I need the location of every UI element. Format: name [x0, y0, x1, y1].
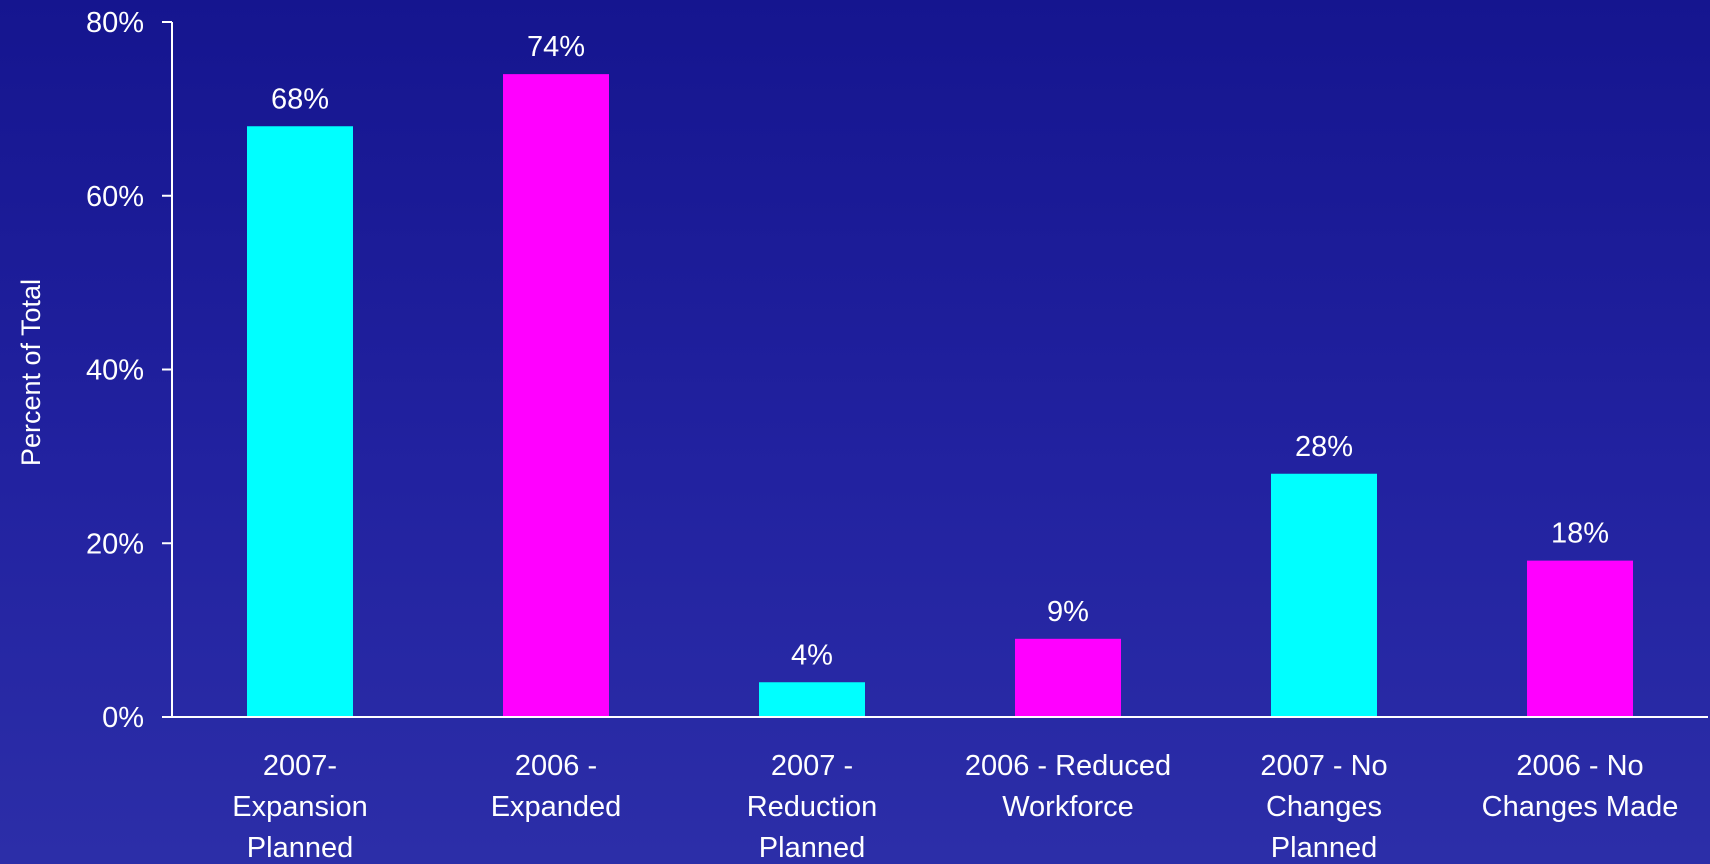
category-label: Planned	[759, 832, 865, 864]
data-label: 28%	[1295, 431, 1353, 463]
bars	[247, 74, 1633, 717]
bar	[759, 682, 865, 717]
y-axis-ticks: 0% 20% 40% 60% 80%	[86, 7, 172, 734]
y-tick-label: 20%	[86, 528, 144, 560]
category-label: 2007 -	[771, 750, 853, 782]
category-label: Reduction	[747, 791, 878, 823]
bar	[503, 74, 609, 717]
category-label: Workforce	[1002, 791, 1134, 823]
category-label: 2006 -	[515, 750, 597, 782]
data-labels: 68% 74% 4% 9% 28% 18%	[271, 31, 1609, 671]
data-label: 68%	[271, 83, 329, 115]
category-label: Expanded	[491, 791, 622, 823]
data-label: 74%	[527, 31, 585, 63]
data-label: 4%	[791, 639, 833, 671]
axes	[162, 22, 1708, 718]
y-tick-label: 60%	[86, 181, 144, 213]
bar	[1015, 638, 1121, 717]
bar	[1527, 560, 1633, 717]
category-label: Planned	[1271, 832, 1377, 864]
bar	[247, 126, 353, 717]
data-label: 9%	[1047, 596, 1089, 628]
category-label: Changes Made	[1482, 791, 1679, 823]
y-tick-label: 0%	[102, 702, 144, 734]
y-axis-title: Percent of Total	[16, 279, 46, 466]
category-labels: 2007- Expansion Planned 2006 - Expanded 2007 …	[232, 750, 1678, 864]
y-tick-label: 40%	[86, 355, 144, 387]
category-label: 2006 - Reduced	[965, 750, 1171, 782]
y-axis-title-group: Percent of Total	[16, 279, 46, 466]
category-label: 2007 - No	[1260, 750, 1387, 782]
bar	[1271, 473, 1377, 717]
data-label: 18%	[1551, 518, 1609, 550]
category-label: Expansion	[232, 791, 367, 823]
y-tick-label: 80%	[86, 7, 144, 39]
category-label: Changes	[1266, 791, 1382, 823]
category-label: 2007-	[263, 750, 337, 782]
category-label: Planned	[247, 832, 353, 864]
category-label: 2006 - No	[1516, 750, 1643, 782]
